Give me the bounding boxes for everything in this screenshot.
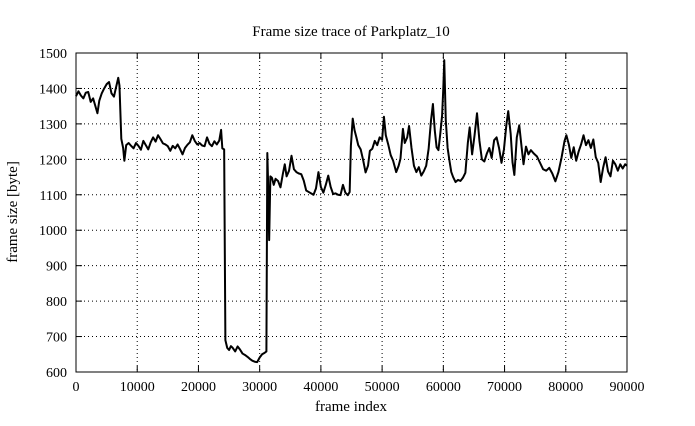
x-tick-label: 90000 — [610, 380, 645, 395]
x-axis-label: frame index — [315, 399, 388, 415]
chart-title: Frame size trace of Parkplatz_10 — [252, 24, 449, 40]
x-tick-label: 60000 — [426, 380, 461, 395]
plot-border — [75, 52, 628, 373]
x-tick-label: 50000 — [365, 380, 400, 395]
gridlines — [76, 53, 627, 372]
x-tick-label: 20000 — [181, 380, 216, 395]
trace-line — [75, 59, 628, 364]
y-tick-label: 1500 — [39, 47, 67, 62]
x-tick-label: 0 — [73, 380, 80, 395]
x-tick-label: 40000 — [303, 380, 338, 395]
axis-ticks — [75, 52, 628, 373]
y-tick-labels: 600 700 800 900 1000 1100 1200 1300 1400 1500 — [39, 47, 67, 381]
y-tick-label: 600 — [46, 366, 67, 381]
y-tick-label: 1300 — [39, 118, 67, 133]
y-tick-label: 800 — [46, 295, 67, 310]
y-tick-label: 1200 — [39, 153, 67, 168]
y-tick-label: 900 — [46, 260, 67, 275]
y-tick-label: 1100 — [40, 189, 67, 204]
x-tick-label: 10000 — [120, 380, 155, 395]
x-tick-labels: 0 10000 20000 30000 40000 50000 60000 70000 8000… — [73, 380, 645, 395]
y-tick-label: 1000 — [39, 224, 67, 239]
y-tick-label: 700 — [46, 331, 67, 346]
x-tick-label: 70000 — [487, 380, 522, 395]
x-tick-label: 30000 — [242, 380, 277, 395]
x-tick-label: 80000 — [548, 380, 583, 395]
y-axis-label: frame size [byte] — [5, 161, 21, 263]
y-tick-label: 1400 — [39, 82, 67, 97]
